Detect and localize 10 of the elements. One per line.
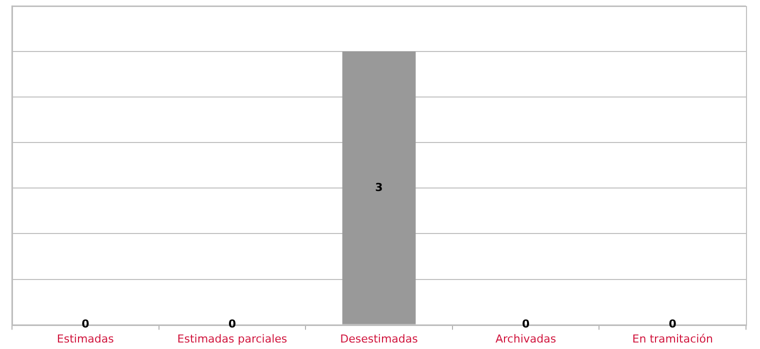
data-label: 0 [228, 318, 236, 331]
data-label: 3 [375, 180, 383, 194]
x-tick-label: Archivadas [496, 332, 556, 346]
data-label: 0 [82, 318, 90, 331]
x-tick-label: Estimadas parciales [177, 332, 288, 346]
x-tick-label: En tramitación [632, 332, 713, 346]
data-label: 0 [522, 318, 530, 331]
x-tick-label: Desestimadas [340, 332, 418, 346]
x-tick-label: Estimadas [56, 332, 114, 346]
data-label: 0 [668, 318, 677, 331]
